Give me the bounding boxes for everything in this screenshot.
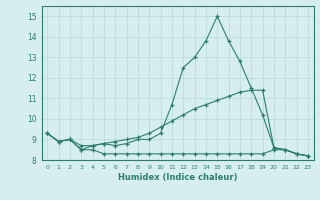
X-axis label: Humidex (Indice chaleur): Humidex (Indice chaleur) [118, 173, 237, 182]
